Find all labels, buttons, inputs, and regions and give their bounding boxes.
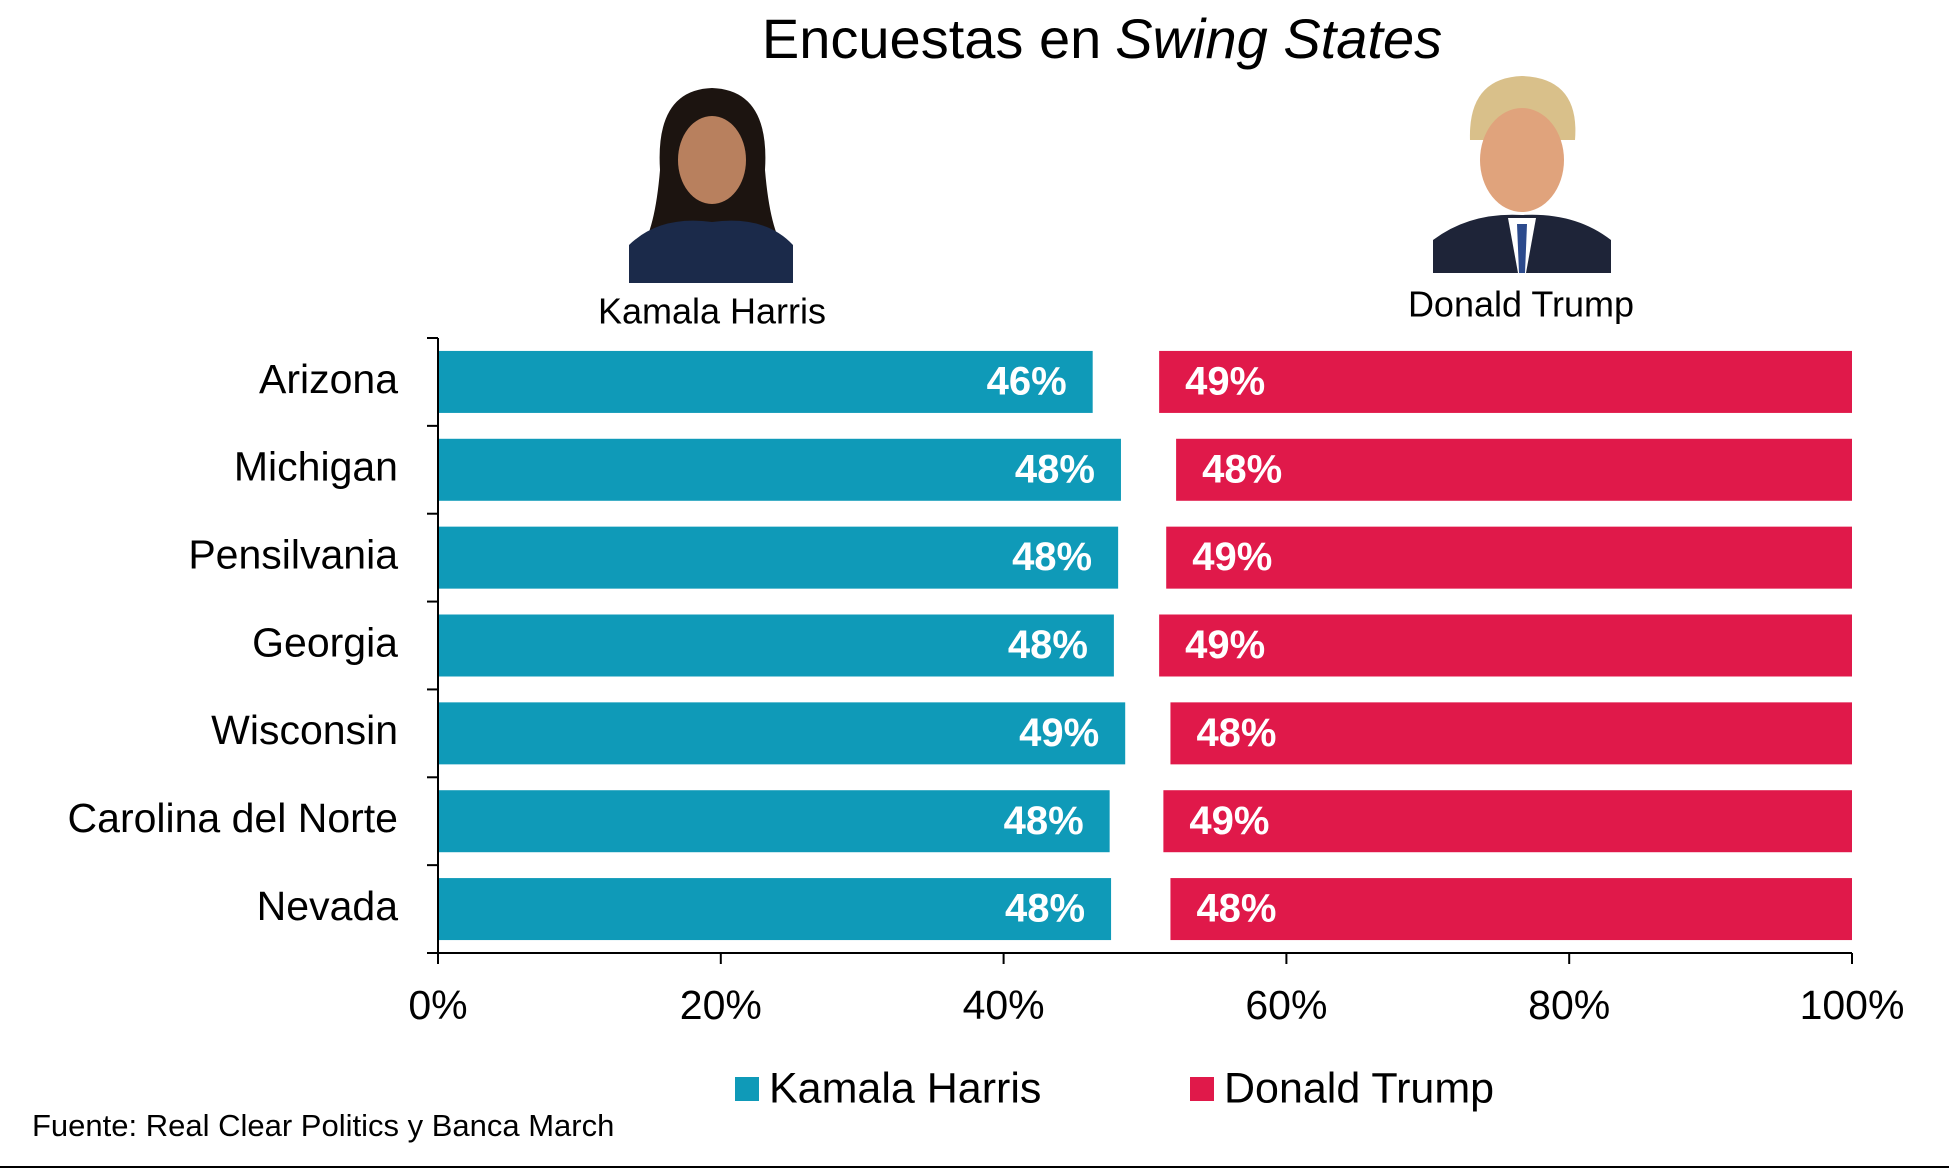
legend-label: Kamala Harris [769,1064,1041,1112]
bar-trump [1170,702,1852,765]
value-label: 49% [1192,535,1272,579]
bar-harris [438,790,1110,853]
value-label: 48% [1004,799,1084,843]
legend-swatch [735,1077,759,1101]
x-tick-label: 60% [1245,982,1327,1028]
legend-label: Donald Trump [1224,1064,1494,1112]
y-tick-label: Michigan [234,444,398,490]
y-tick-label: Wisconsin [211,707,398,753]
x-tick-label: 100% [1800,982,1905,1028]
value-label: 49% [1185,623,1265,667]
value-label: 48% [1196,887,1276,931]
candidate-name: Donald Trump [1408,284,1634,325]
value-label: 48% [1196,711,1276,755]
x-tick-label: 0% [408,982,467,1028]
x-tick-label: 80% [1528,982,1610,1028]
bar-trump [1166,526,1852,589]
value-label: 48% [1005,887,1085,931]
bar-trump [1176,438,1852,501]
bar-trump [1170,878,1852,941]
value-label: 46% [987,359,1067,403]
source-note: Fuente: Real Clear Politics y Banca Marc… [32,1108,614,1143]
bar-trump [1159,614,1852,677]
value-label: 48% [1012,535,1092,579]
title-part-italic: Swing States [1115,7,1442,70]
bar-trump [1163,790,1852,853]
chart-title: Encuestas en Swing States [762,7,1442,70]
value-label: 49% [1185,359,1265,403]
y-tick-label: Arizona [259,356,398,402]
bar-harris [438,350,1093,413]
portrait-harris [629,75,793,283]
value-label: 48% [1008,623,1088,667]
candidate-name: Kamala Harris [598,291,826,332]
y-tick-label: Pensilvania [188,531,398,577]
bar-harris [438,614,1114,677]
bar-harris [438,526,1119,589]
bar-harris [438,878,1112,941]
title-part: Encuestas en [762,7,1101,70]
portrait-trump [1433,71,1611,273]
y-tick-label: Nevada [257,883,399,929]
legend-swatch [1190,1077,1214,1101]
bar-harris [438,702,1126,765]
value-label: 49% [1019,711,1099,755]
y-tick-label: Georgia [252,619,398,665]
value-label: 48% [1015,447,1095,491]
x-tick-label: 40% [963,982,1045,1028]
value-label: 49% [1189,799,1269,843]
bar-trump [1159,350,1852,413]
bar-harris [438,438,1121,501]
value-label: 48% [1202,447,1282,491]
x-tick-label: 20% [680,982,762,1028]
y-tick-label: Carolina del Norte [68,795,398,841]
